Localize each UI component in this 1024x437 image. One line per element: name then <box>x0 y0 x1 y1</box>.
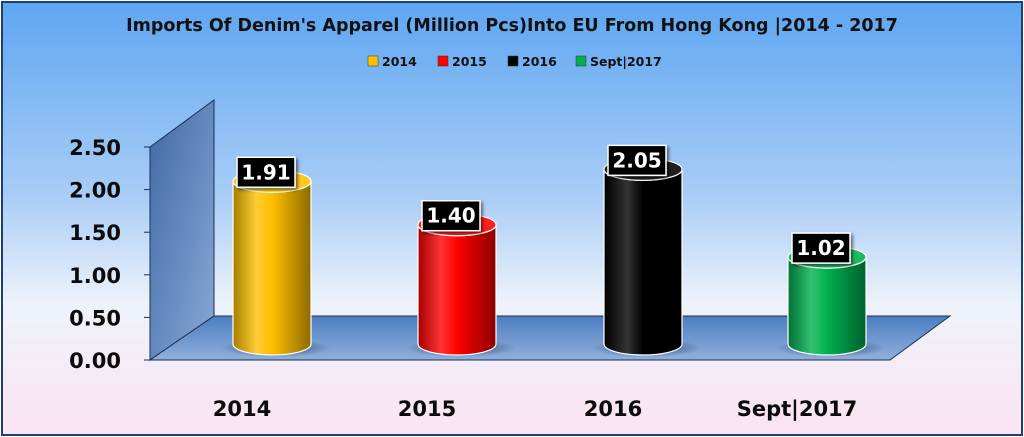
legend-item-2014: 2014 <box>367 54 417 69</box>
y-tick-label: 0.00 <box>69 349 121 373</box>
legend-label: 2016 <box>522 54 557 69</box>
y-axis: 0.00 0.50 1.00 1.50 2.00 2.50 <box>69 136 151 373</box>
value-label-text: 1.02 <box>796 236 845 260</box>
value-label-text: 1.91 <box>241 160 290 184</box>
bar-body <box>417 224 497 356</box>
y-tick-label: 2.00 <box>69 179 121 203</box>
chart-title: Imports Of Denim's Apparel (Million Pcs)… <box>126 16 898 36</box>
bar-body <box>787 256 867 356</box>
value-label-text: 1.40 <box>426 204 475 228</box>
x-tick-label-2016: 2016 <box>584 397 642 421</box>
value-label-box <box>236 156 296 189</box>
bar-body <box>603 169 683 356</box>
y-tick-label: 1.50 <box>69 221 121 245</box>
legend-item-2016: 2016 <box>507 54 557 69</box>
legend-swatch <box>367 55 379 67</box>
y-tick-label: 0.50 <box>69 306 121 330</box>
value-label-2016: 2.05 <box>607 144 667 177</box>
legend-swatch <box>575 55 587 67</box>
bar-body <box>232 181 312 356</box>
chart-floor <box>148 315 952 361</box>
legend-label: 2014 <box>382 54 417 69</box>
value-label-text: 2.05 <box>612 148 661 172</box>
legend-item-2015: 2015 <box>437 54 487 69</box>
value-label-box <box>421 199 481 232</box>
bars: 1.91 1.40 2.05 1.02 <box>232 144 867 356</box>
value-label-2014: 1.91 <box>236 156 296 189</box>
x-tick-label-2014: 2014 <box>213 397 271 421</box>
bar-2015 <box>417 213 497 356</box>
bar-2016 <box>603 157 683 356</box>
bar-2014 <box>232 169 312 356</box>
y-tick-label: 1.00 <box>69 264 121 288</box>
y-tick-label: 2.50 <box>69 136 121 160</box>
x-axis-labels: 2014 2015 2016 Sept|2017 <box>213 397 858 422</box>
legend-label: Sept|2017 <box>590 54 662 69</box>
legend-item-sept-2017: Sept|2017 <box>575 54 662 69</box>
legend-swatch <box>437 55 449 67</box>
legend-swatch <box>507 55 519 67</box>
legend-label: 2015 <box>452 54 487 69</box>
x-tick-label-2015: 2015 <box>398 397 456 421</box>
x-tick-label-sept-2017: Sept|2017 <box>737 397 858 422</box>
value-label-box <box>791 232 851 264</box>
value-label-2015: 1.40 <box>421 199 481 232</box>
value-label-box <box>607 144 667 177</box>
legend: 2014 2015 2016 Sept|2017 <box>367 54 662 69</box>
value-label-sept-2017: 1.02 <box>791 232 851 264</box>
